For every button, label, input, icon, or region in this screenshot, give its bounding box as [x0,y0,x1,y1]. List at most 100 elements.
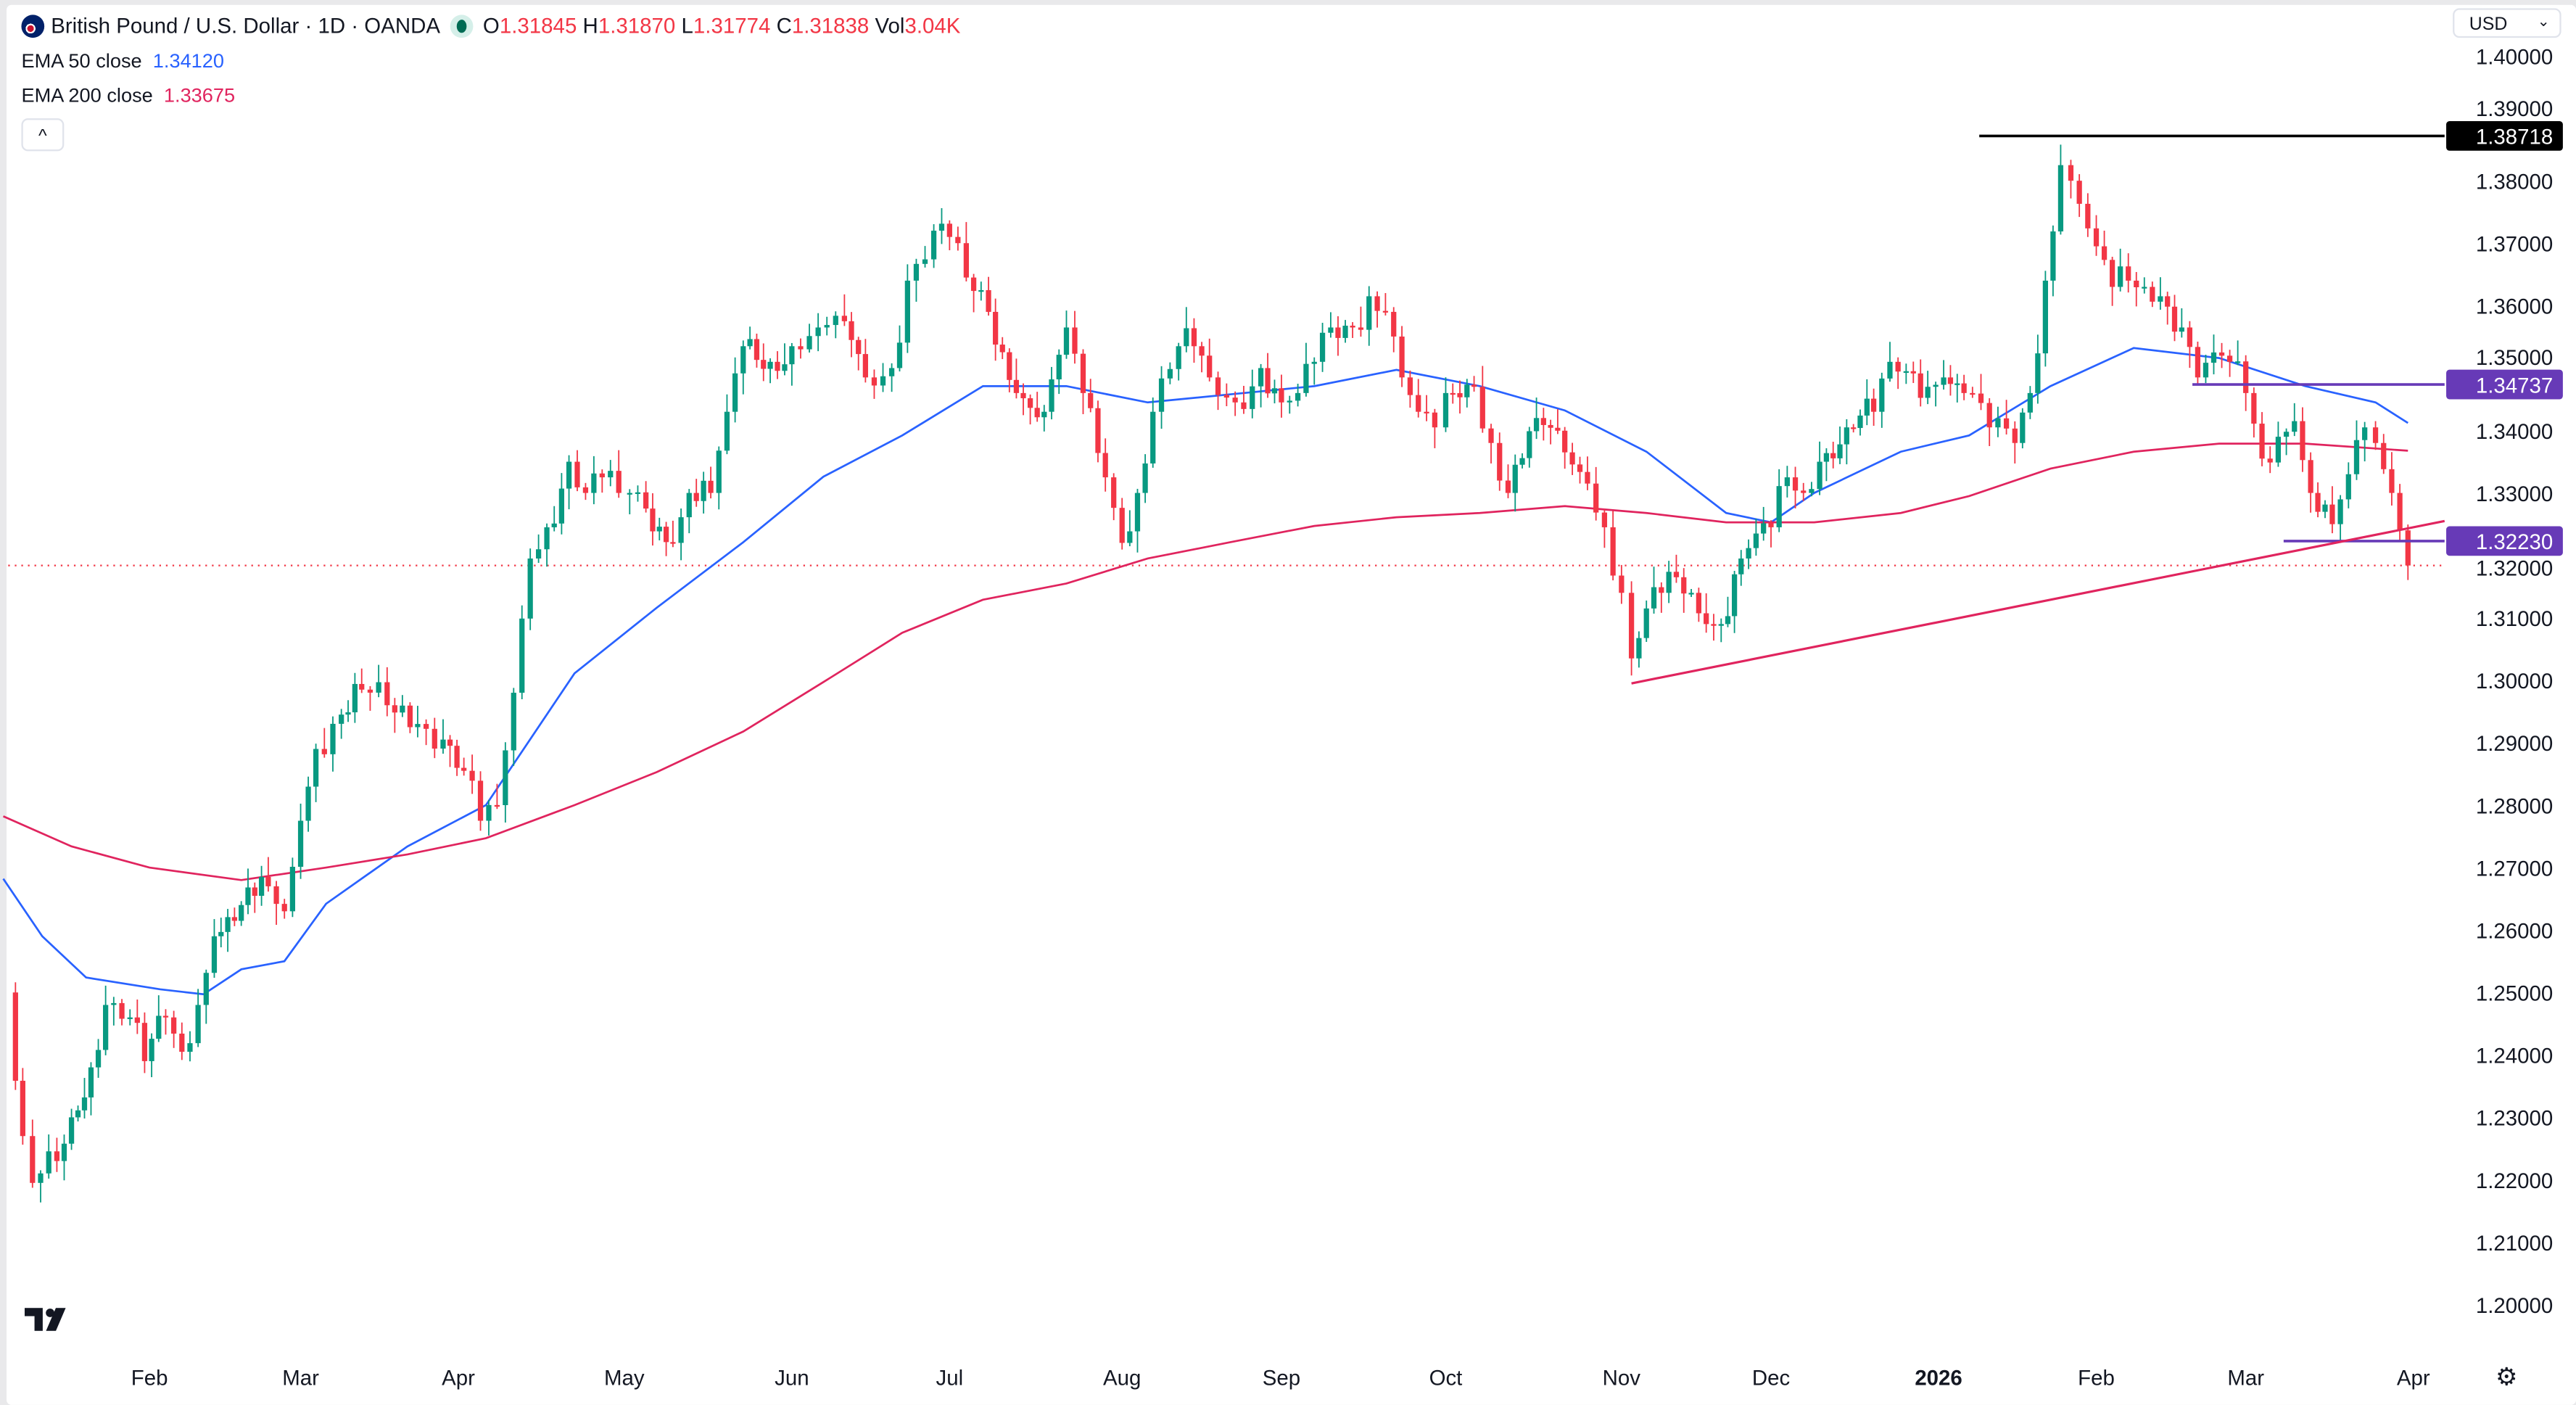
price-axis-label: 1.38000 [2476,170,2553,194]
candle-body [767,361,773,369]
collapse-legend-button[interactable]: ^ [21,118,65,152]
low-value: 1.31774 [693,13,771,38]
candle-body [2142,287,2147,289]
candle-body [2218,352,2225,356]
candle-body [1382,310,1389,313]
candle-body [2300,421,2305,461]
candle-body [1027,398,1033,408]
candle-body [1711,624,1717,626]
candle-body [1619,575,1625,593]
price-axis-label: 1.27000 [2476,857,2553,881]
candle-body [963,243,969,278]
symbol-legend[interactable]: British Pound / U.S. Dollar · 1D · OANDA… [21,13,960,38]
candle-body [1725,616,1731,625]
time-axis-label: Apr [442,1367,475,1390]
candle-body [2068,165,2074,181]
candle-body [1328,327,1334,333]
candle-body [732,373,738,412]
candle-body [134,1017,140,1023]
ema200-line [2,442,2408,881]
candle-body [127,1017,133,1019]
candle-body [2315,493,2321,512]
candle-body [1072,327,1078,354]
candle-body [670,542,676,544]
price-axis-label: 1.30000 [2476,669,2553,693]
ema200-legend[interactable]: EMA 200 close 1.33675 [21,84,235,107]
candle-body [1184,328,1189,347]
price-axis-label: 1.22000 [2476,1169,2553,1193]
candle-body [1111,477,1117,508]
candle-body [2126,266,2131,281]
candle-body [1978,393,1984,403]
candle-body [1241,402,1247,409]
candle-body [1851,427,1857,429]
close-label: C [776,13,792,38]
candle-body [1335,327,1341,338]
tradingview-logo[interactable] [24,1308,70,1338]
candle-body [1191,328,1197,347]
candle-body [415,724,421,728]
candle-body [1601,512,1608,527]
ema50-legend[interactable]: EMA 50 close 1.34120 [21,49,224,73]
candle-body [95,1050,102,1068]
candle-body [2101,246,2108,260]
price-axis-label: 1.39000 [2476,97,2553,121]
candle-body [149,1039,154,1061]
candle-body [2226,355,2233,362]
price-axis-label: 1.32000 [2476,556,2553,580]
candle-body [1809,489,1815,493]
currency-value: USD [2469,15,2508,35]
candle-body [1366,296,1372,330]
candle-body [1134,493,1141,532]
candle-body [1903,371,1909,373]
symbol-title: British Pound / U.S. Dollar · 1D · OANDA [51,13,441,38]
candle-body [1407,377,1413,395]
candle-body [245,887,251,905]
candle-body [1731,574,1738,617]
candle-body [281,904,287,912]
candle-body [999,345,1005,353]
candle-body [1279,388,1284,403]
price-axis-label: 1.26000 [2476,919,2553,943]
candle-body [2012,428,2018,443]
candle-body [1801,490,1807,493]
candle-body [2093,228,2100,247]
candle-body [1577,464,1583,472]
candle-body [1399,336,1405,378]
candle-body [384,682,390,706]
time-axis-label: Feb [2078,1367,2115,1390]
candle-body [1910,371,1916,374]
gear-icon[interactable]: ⚙ [2496,1364,2518,1392]
candle-body [841,316,847,321]
candle-body [978,290,984,292]
candle-body [1519,458,1525,465]
price-axis-label: 1.31000 [2476,607,2553,631]
candle-body [544,527,550,550]
currency-select[interactable]: USD ⌄ [2453,8,2561,38]
candle-body [1666,572,1672,593]
candle-body [1533,418,1540,432]
candle-body [888,368,895,376]
candle-body [2337,499,2343,524]
candle-body [635,492,641,495]
candle-body [1879,378,1885,412]
candle-body [265,876,271,886]
candle-body [1158,378,1165,412]
candle-body [1986,403,1992,428]
candle-body [922,259,928,264]
candle-body [708,480,714,493]
candle-body [1258,368,1264,387]
candle-body [1207,355,1213,378]
candle-body [608,471,614,478]
candle-body [798,346,804,350]
candle-body [2381,442,2387,469]
candle-body [970,277,977,292]
candle-body [930,231,937,260]
candle-body [2235,361,2241,363]
price-level-badge-label: 1.38718 [2476,125,2553,149]
candle-body [305,786,311,821]
ema50-label: EMA 50 close [21,49,142,73]
candle-body [701,480,706,501]
candle-body [1738,558,1744,574]
